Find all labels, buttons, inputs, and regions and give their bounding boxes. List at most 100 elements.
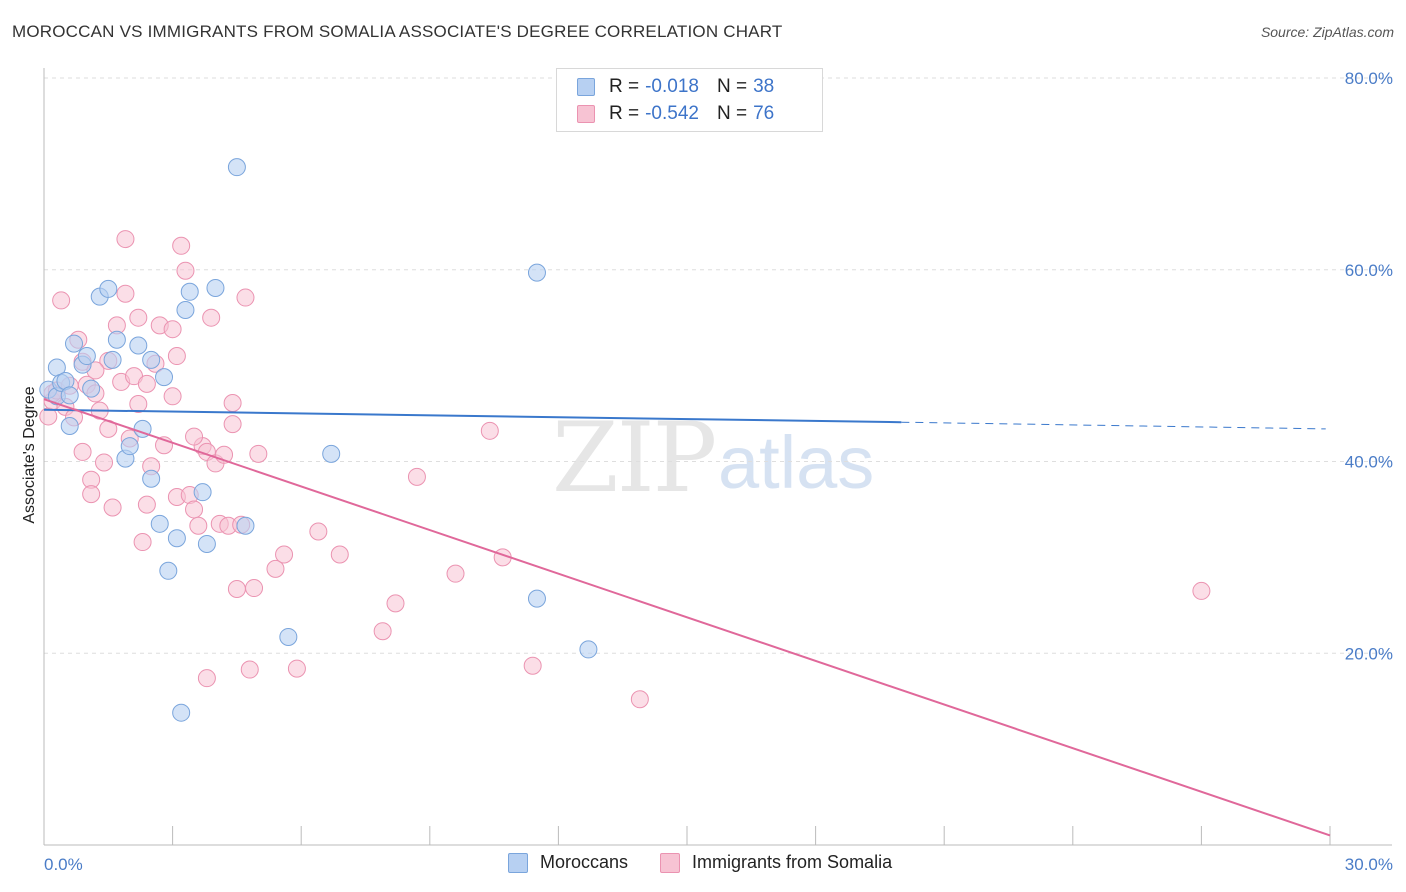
moroccan-point [206, 278, 225, 297]
moroccan-point [176, 301, 195, 320]
series-legend: Moroccans Immigrants from Somalia [508, 852, 924, 873]
somalia-point [386, 594, 405, 613]
x-tick-label: 30.0% [1345, 855, 1393, 874]
somalia-point [446, 564, 465, 583]
y-axis-label: Associate's Degree [21, 386, 38, 523]
legend-row-moroccans: R = -0.018 N = 38 [577, 74, 774, 100]
moroccan-point [279, 627, 298, 646]
watermark-atlas: atlas [718, 421, 875, 504]
moroccan-point [236, 516, 255, 535]
somalia-point [480, 421, 499, 440]
somalia-point [163, 320, 182, 339]
moroccan-point [77, 347, 96, 366]
legend-n-value: 76 [753, 103, 775, 124]
legend-n-value: 38 [753, 76, 775, 97]
somalia-trend-line [43, 398, 1331, 837]
moroccan-point [82, 379, 101, 398]
moroccan-point [60, 386, 79, 405]
somalia-point [116, 230, 135, 249]
somalia-point [103, 498, 122, 517]
moroccan-point [129, 336, 148, 355]
somalia-point [73, 442, 92, 461]
moroccan-point [579, 640, 598, 659]
source-label: Source: ZipAtlas.com [1260, 24, 1394, 40]
somalia-point [129, 308, 148, 327]
somalia-point [185, 427, 204, 446]
somalia-point [245, 579, 264, 598]
somalia-point [330, 545, 349, 564]
legend-r-value: -0.018 [645, 76, 699, 97]
moroccan-point [103, 350, 122, 369]
moroccan-point [142, 469, 161, 488]
moroccan-point [227, 158, 246, 177]
somalia-point [176, 261, 195, 280]
somalia-point [407, 467, 426, 486]
moroccan-point [159, 561, 178, 580]
moroccan-point [172, 703, 191, 722]
moroccan-points [39, 158, 598, 722]
legend-item-moroccans: Moroccans [508, 852, 628, 873]
somalia-point [116, 284, 135, 303]
legend-item-somalia: Immigrants from Somalia [660, 852, 892, 873]
x-tick-label: 0.0% [44, 855, 83, 874]
chart-title: MOROCCAN VS IMMIGRANTS FROM SOMALIA ASSO… [12, 22, 783, 41]
moroccan-point [99, 279, 118, 298]
somalia-point [373, 622, 392, 641]
somalia-point [189, 516, 208, 535]
somalia-points [39, 230, 1211, 709]
moroccan-point [155, 368, 174, 387]
y-tick-label: 60.0% [1345, 261, 1393, 280]
moroccan-trend-line [43, 408, 902, 424]
somalia-point [172, 236, 191, 255]
somalia-point [287, 659, 306, 678]
watermark-zip: ZIP [552, 402, 717, 514]
moroccan-point [60, 417, 79, 436]
somalia-point [95, 453, 114, 472]
somalia-point [630, 690, 649, 709]
somalia-point [1192, 581, 1211, 600]
somalia-point [266, 559, 285, 578]
moroccan-point [120, 437, 139, 456]
somalia-point [137, 374, 156, 393]
legend-r-value: -0.542 [645, 103, 699, 124]
somalia-point [240, 660, 259, 679]
y-tick-label: 20.0% [1345, 644, 1393, 663]
legend-n-label: N = [716, 76, 748, 97]
moroccan-trend-extension [901, 421, 1326, 430]
legend-label-somalia: Immigrants from Somalia [692, 852, 893, 872]
tick-labels: 20.0% 40.0% 60.0% 80.0% 0.0% 30.0% [44, 69, 1393, 874]
somalia-point [167, 347, 186, 366]
y-tick-label: 80.0% [1345, 69, 1393, 88]
legend-swatch-blue [508, 852, 528, 873]
legend-r-label: R = [609, 76, 640, 97]
moroccan-point [197, 534, 216, 553]
somalia-point [249, 444, 268, 463]
somalia-point [202, 308, 221, 327]
moroccan-point [527, 589, 546, 608]
somalia-point [309, 522, 328, 541]
moroccan-point [527, 263, 546, 282]
somalia-point [52, 291, 71, 310]
y-tick-label: 40.0% [1345, 453, 1393, 472]
somalia-point [129, 394, 148, 413]
legend-n-label: N = [716, 103, 748, 124]
legend-r-label: R = [609, 103, 640, 124]
moroccan-point [167, 529, 186, 548]
moroccan-point [107, 330, 126, 349]
moroccan-point [142, 350, 161, 369]
trend-lines [43, 398, 1331, 837]
somalia-point [523, 656, 542, 675]
somalia-point [236, 288, 255, 307]
somalia-point [227, 580, 246, 599]
legend-swatch-blue [577, 78, 595, 96]
moroccan-point [322, 444, 341, 463]
moroccan-point [65, 334, 84, 353]
legend-swatch-pink [660, 852, 681, 873]
somalia-point [197, 669, 216, 688]
somalia-point [275, 545, 294, 564]
somalia-point [133, 533, 152, 552]
moroccan-point [150, 514, 169, 533]
axes [43, 68, 1392, 846]
legend-swatch-pink [577, 105, 595, 123]
